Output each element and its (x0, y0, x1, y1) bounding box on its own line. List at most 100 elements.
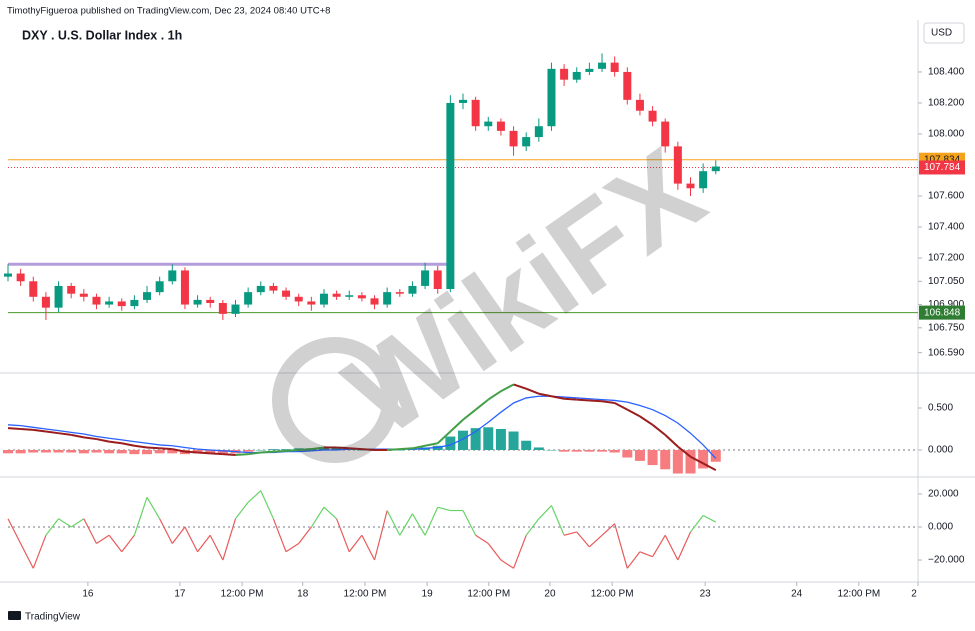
histogram-bar (104, 449, 115, 454)
macd-line (146, 446, 160, 450)
oscillator-line (197, 534, 211, 553)
candle-body (54, 285, 63, 308)
oscillator-line (614, 523, 628, 569)
histogram-bar (167, 449, 178, 454)
y-tick-label: 107.400 (928, 222, 965, 233)
oscillator-line (664, 535, 679, 561)
histogram-bar (154, 449, 165, 454)
x-tick-label: 16 (82, 589, 94, 600)
histogram-bar (116, 449, 127, 454)
macd-line (690, 455, 704, 465)
macd-line (475, 398, 489, 411)
candle-body (168, 270, 177, 282)
histogram-bar (356, 449, 367, 451)
candle-body (446, 102, 455, 290)
candle-body (408, 285, 417, 294)
histogram-bar (142, 449, 153, 455)
candle-body (585, 68, 594, 72)
histogram-bar (28, 449, 39, 453)
oscillator-line (235, 501, 249, 520)
candle-body (395, 292, 404, 294)
candle-body (560, 68, 569, 80)
macd-line (336, 446, 350, 450)
histogram-bar (268, 449, 279, 450)
histogram-bar (710, 449, 721, 462)
y-tick-label: 106.590 (928, 347, 965, 358)
macd-line (639, 415, 654, 426)
oscillator-line (588, 534, 603, 548)
histogram-bar (91, 449, 102, 453)
macd-line (197, 451, 211, 455)
candle-body (4, 273, 12, 277)
x-tick-label: 12:00 PM (344, 589, 387, 600)
oscillator-line (652, 534, 666, 558)
candle-body (92, 296, 101, 305)
x-tick-label: 18 (297, 589, 309, 600)
macd-line (222, 453, 236, 457)
oscillator-line (83, 518, 98, 544)
price-label: 107.834 (924, 154, 961, 165)
macd-line (273, 449, 287, 453)
macd-line (248, 451, 261, 456)
candle-body (370, 298, 379, 305)
y-tick-label: 106.900 (928, 299, 965, 310)
oscillator-line (702, 514, 717, 523)
oscillator-line (626, 551, 641, 569)
candle-body (294, 296, 303, 302)
y-tick-label: 108.000 (928, 129, 965, 140)
candle-body (673, 146, 682, 184)
oscillator-line (601, 523, 616, 536)
oscillator-line (512, 535, 527, 569)
macd-line (349, 447, 362, 451)
macd-line (96, 438, 110, 443)
macd-line (70, 433, 85, 439)
candle-body (67, 285, 76, 294)
oscillator-line (576, 531, 590, 548)
candle-body (433, 270, 442, 290)
logo-icon (8, 611, 21, 620)
y-tick-label: 106.750 (928, 322, 965, 333)
macd-line (108, 440, 122, 445)
candle-body (459, 99, 467, 103)
currency[interactable]: USD (931, 28, 952, 39)
currency-box[interactable] (923, 22, 965, 44)
x-tick-label: 2 (911, 589, 917, 600)
macd-line (387, 448, 400, 451)
candle-body (79, 293, 88, 297)
price-label: 106.848 (924, 307, 961, 318)
candle-body (711, 166, 720, 172)
price-label: 107.784 (924, 162, 961, 173)
candle-body (307, 301, 316, 305)
oscillator-line (272, 518, 287, 552)
y-tick-label: 107.600 (928, 191, 965, 202)
candle-body (29, 281, 38, 297)
oscillator-line (690, 515, 704, 533)
macd-line (462, 408, 477, 421)
oscillator-line (386, 510, 401, 536)
candle-body (522, 137, 531, 147)
x-tick-label: 23 (700, 589, 712, 600)
oscillator-line (424, 506, 439, 536)
macd-line (576, 398, 590, 402)
histogram-bar (255, 449, 266, 451)
oscillator-line (209, 535, 224, 561)
oscillator-line (121, 534, 135, 553)
candle-body (332, 293, 341, 297)
candle-body (357, 295, 366, 299)
histogram-bar (647, 449, 658, 466)
oscillator-line (323, 506, 338, 520)
candle-body (345, 295, 354, 297)
y-tick-label: 20.000 (928, 489, 959, 500)
oscillator-line (159, 518, 173, 544)
x-tick-label: 12:00 PM (221, 589, 264, 600)
candle-body (699, 171, 708, 189)
oscillator-line (45, 518, 60, 536)
macd-line (184, 450, 198, 454)
histogram-bar (660, 449, 671, 470)
watermark-logo (272, 337, 398, 463)
oscillator-line (260, 490, 274, 520)
histogram-bar (78, 449, 89, 454)
macd-line (159, 447, 173, 451)
oscillator-line (550, 505, 565, 536)
candle-body (206, 299, 215, 303)
